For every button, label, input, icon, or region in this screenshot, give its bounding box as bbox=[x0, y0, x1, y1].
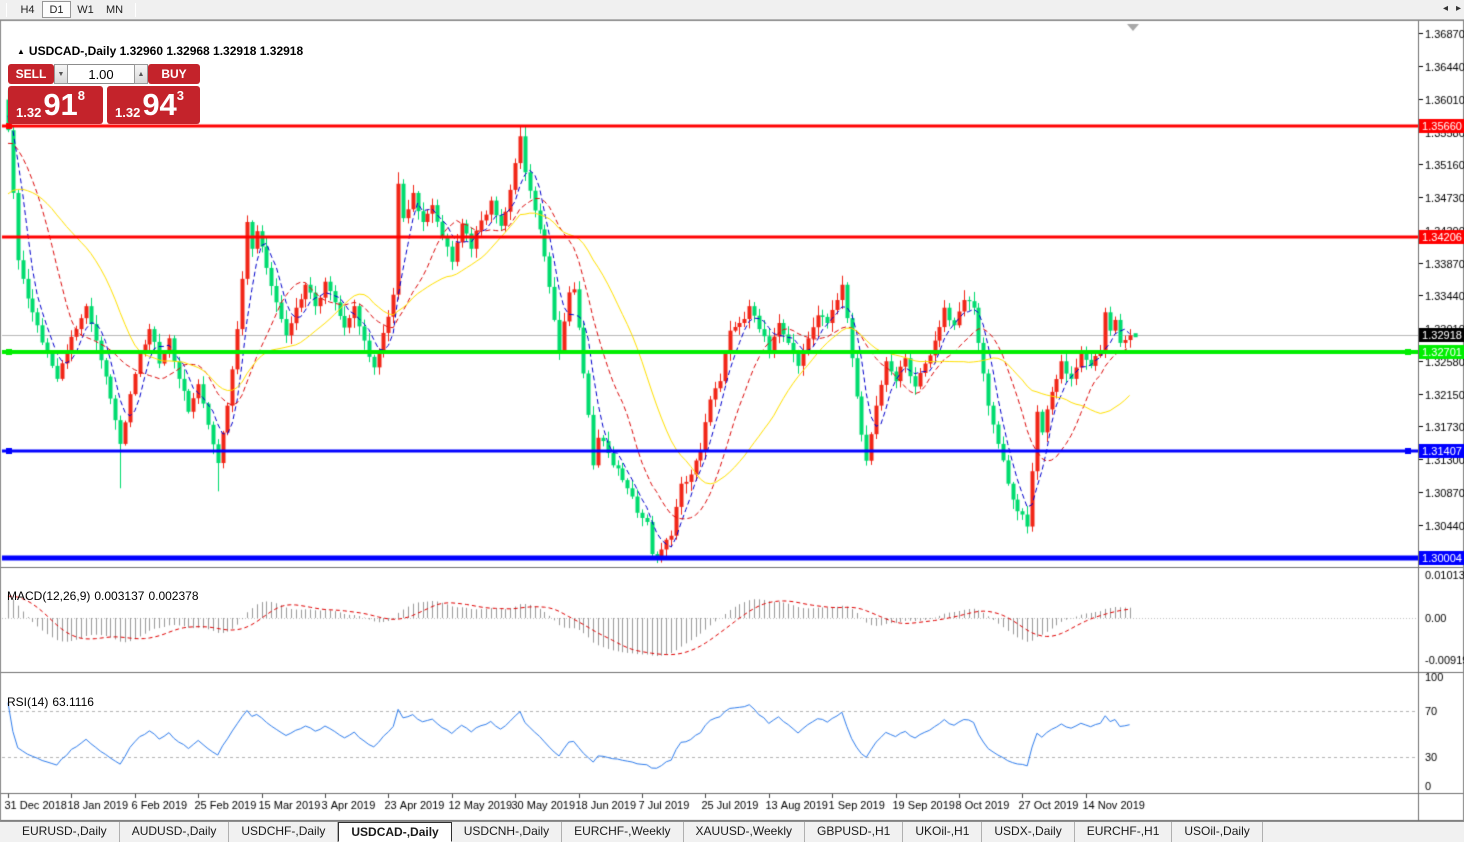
tab-scroll-buttons: ◂ ▸ bbox=[1443, 3, 1461, 14]
tab-eurusd-daily[interactable]: EURUSD-,Daily bbox=[10, 822, 120, 842]
tab-gbpusd-h1[interactable]: GBPUSD-,H1 bbox=[805, 822, 904, 842]
sell-price-panel[interactable]: 1.32 91 8 bbox=[8, 86, 103, 124]
tab-usoil-daily[interactable]: USOil-,Daily bbox=[1172, 822, 1263, 842]
tab-audusd-daily[interactable]: AUDUSD-,Daily bbox=[120, 822, 230, 842]
timeframe-button-mn[interactable]: MN bbox=[105, 4, 124, 16]
timeframe-button-h4[interactable]: H4 bbox=[20, 4, 35, 16]
timeframe-button-d1[interactable]: D1 bbox=[42, 1, 71, 18]
buy-price-big: 94 bbox=[142, 87, 177, 122]
tab-usdchf-daily[interactable]: USDCHF-,Daily bbox=[229, 822, 339, 842]
tab-usdx-daily[interactable]: USDX-,Daily bbox=[982, 822, 1075, 842]
chart-collapse-icon[interactable]: ▲ bbox=[17, 47, 25, 56]
buy-price-panel[interactable]: 1.32 94 3 bbox=[107, 86, 200, 124]
chart-window: ▲ USDCAD-,Daily 1.32960 1.32968 1.32918 1… bbox=[0, 20, 1464, 822]
chart-title: ▲ USDCAD-,Daily 1.32960 1.32968 1.32918 1… bbox=[17, 44, 303, 58]
symbol-tab-bar: EURUSD-,Daily AUDUSD-,Daily USDCHF-,Daily U… bbox=[0, 821, 1464, 842]
tab-usdcnh-daily[interactable]: USDCNH-,Daily bbox=[452, 822, 563, 842]
chart-ohlc-values: 1.32960 1.32968 1.32918 1.32918 bbox=[119, 44, 304, 58]
macd-signal-value: 0.002378 bbox=[148, 589, 199, 603]
tab-eurchf-weekly[interactable]: EURCHF-,Weekly bbox=[562, 822, 684, 842]
buy-button[interactable]: BUY bbox=[148, 64, 200, 84]
timeframe-button-w1[interactable]: W1 bbox=[77, 4, 94, 16]
buy-price-prefix: 1.32 bbox=[115, 105, 141, 120]
chart-symbol-label: USDCAD-,Daily bbox=[28, 44, 117, 58]
price-chart-canvas[interactable] bbox=[0, 20, 1464, 822]
sell-button[interactable]: SELL bbox=[8, 64, 54, 84]
buy-price-pip: 3 bbox=[176, 88, 185, 103]
sell-price-pip: 8 bbox=[77, 88, 86, 103]
timeframe-toolbar: H4 D1 W1 MN bbox=[0, 0, 1464, 20]
tab-scroll-left-icon[interactable]: ◂ bbox=[1442, 3, 1448, 14]
macd-name: MACD(12,26,9) bbox=[7, 589, 91, 603]
tab-scroll-right-icon[interactable]: ▸ bbox=[1455, 3, 1461, 14]
sell-price-big: 91 bbox=[43, 87, 78, 122]
tab-xauusd-weekly[interactable]: XAUUSD-,Weekly bbox=[684, 822, 805, 842]
rsi-indicator-label: RSI(14) 63.1116 bbox=[7, 695, 98, 709]
macd-indicator-label: MACD(12,26,9) 0.003137 0.002378 bbox=[7, 589, 203, 603]
volume-increase-icon[interactable]: ▲ bbox=[134, 64, 148, 84]
tab-ukoil-h1[interactable]: UKOil-,H1 bbox=[903, 822, 983, 842]
sell-price-prefix: 1.32 bbox=[16, 105, 42, 120]
macd-main-value: 0.003137 bbox=[94, 589, 145, 603]
volume-decrease-icon[interactable]: ▼ bbox=[54, 64, 68, 84]
toolbar-separator bbox=[135, 2, 136, 17]
tab-usdcad-daily[interactable]: USDCAD-,Daily bbox=[338, 822, 452, 842]
volume-input[interactable] bbox=[68, 64, 134, 84]
one-click-trading-panel: SELL ▼ ▲ BUY 1.32 91 8 1.32 94 3 bbox=[8, 64, 200, 124]
rsi-value: 63.1116 bbox=[52, 695, 94, 709]
rsi-name: RSI(14) bbox=[7, 695, 49, 709]
tab-eurchf-h1[interactable]: EURCHF-,H1 bbox=[1075, 822, 1173, 842]
